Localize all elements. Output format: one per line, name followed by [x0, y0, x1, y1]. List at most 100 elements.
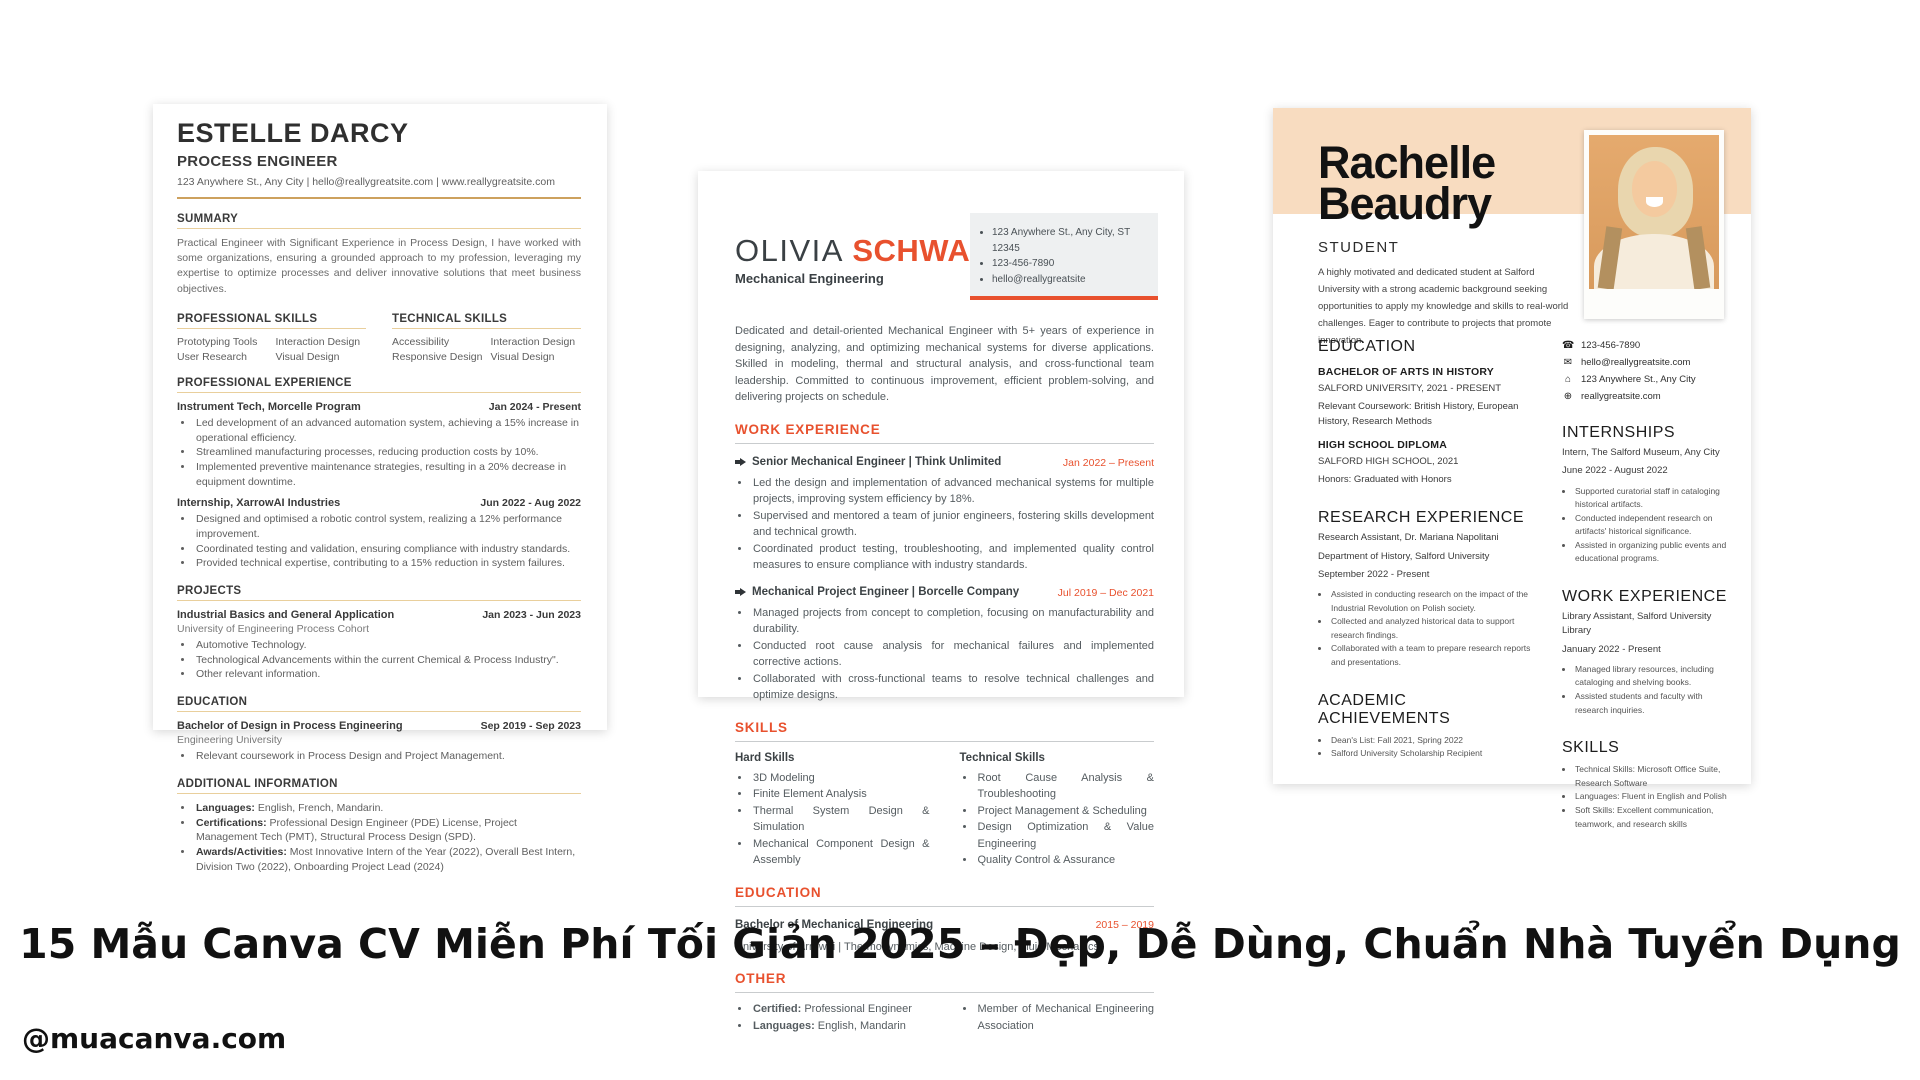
cv1-skills-section: PROFESSIONAL SKILLS Prototyping Tools In… — [177, 299, 581, 363]
cv2-header: OLIVIA SCHWAIGER Mechanical Engineering … — [735, 171, 1158, 323]
cv2-subtitle: Mechanical Engineering — [735, 271, 884, 286]
location-icon: ⌂ — [1564, 374, 1572, 385]
job-date: Jun 2022 - Aug 2022 — [480, 497, 581, 510]
bullet: Assisted students and faculty with resea… — [1574, 690, 1727, 717]
cv1-name: ESTELLE DARCY — [177, 118, 409, 148]
achievements-list: Dean's List: Fall 2021, Spring 2022 Salf… — [1330, 734, 1536, 761]
contact-text: reallygreatsite.com — [1581, 391, 1661, 402]
cv1-education-entry: Bachelor of Design in Process Engineerin… — [177, 720, 581, 764]
education-detail: University of Arrowai | Thermodynamics, … — [735, 940, 1099, 953]
bullet: Salford University Scholarship Recipient — [1330, 747, 1536, 761]
bullet: Provided technical expertise, contributi… — [194, 556, 581, 571]
cv3-summary-text: A highly motivated and dedicated student… — [1318, 267, 1569, 347]
school: Engineering University — [177, 734, 283, 747]
bullet: Mechanical Component Design & Assembly — [751, 836, 930, 869]
cv3-skills-heading: SKILLS — [1562, 739, 1620, 757]
cv-template-minimal-gold: ESTELLE DARCY PROCESS ENGINEER 123 Anywh… — [153, 104, 607, 873]
project-date: Jan 2023 - Jun 2023 — [482, 609, 581, 622]
contact-text: 123 Anywhere St., Any City — [1581, 374, 1696, 385]
bullet: Dean's List: Fall 2021, Spring 2022 — [1330, 734, 1536, 748]
bullet: Member of Mechanical Engineering Associa… — [976, 1001, 1155, 1034]
research-dates: September 2022 - Present — [1318, 568, 1430, 580]
project-title: Industrial Basics and General Applicatio… — [177, 609, 395, 622]
bullet: Supported curatorial staff in cataloging… — [1574, 485, 1727, 512]
cv2-skills-section: Hard Skills 3D Modeling Finite Element A… — [735, 752, 1154, 869]
bullet: Technological Advancements within the cu… — [194, 653, 581, 668]
skill-item: User Research — [177, 350, 248, 363]
education-bullets: Relevant coursework in Process Design an… — [194, 749, 581, 764]
cv3-achievements-heading: ACADEMIC ACHIEVEMENTS — [1318, 691, 1451, 727]
contact-item: 123 Anywhere St., Any City, ST 12345 — [992, 225, 1148, 256]
work-dates: January 2022 - Present — [1562, 643, 1661, 655]
cv1-education-heading: EDUCATION — [177, 696, 581, 713]
job-bullets: Managed projects from concept to complet… — [751, 605, 1154, 704]
degree: Bachelor of Mechanical Engineering — [735, 918, 934, 931]
project-bullets: Automotive Technology. Technological Adv… — [194, 638, 581, 682]
page-caption: 15 Mẫu Canva CV Miễn Phí Tối Giản 2025 –… — [19, 920, 1901, 968]
cv1-additional-list: Languages: English, French, Mandarin. Ce… — [194, 801, 581, 874]
job-bullets: Designed and optimised a robotic control… — [194, 512, 581, 571]
cv-template-student-peach: Rachelle Beaudry STUDENT A highly motiva… — [1273, 108, 1751, 829]
bullet: Led the design and implementation of adv… — [751, 475, 1154, 508]
internship-dates: June 2022 - August 2022 — [1562, 465, 1668, 477]
contact-item: 123-456-7890 — [992, 256, 1148, 272]
education-detail: Relevant Coursework: British History, Eu… — [1318, 401, 1519, 427]
skill-item: Interaction Design — [275, 335, 361, 348]
bullet: Soft Skills: Excellent communication, te… — [1574, 804, 1727, 831]
bullet: Languages: English, French, Mandarin. — [194, 801, 581, 816]
bullet: Languages: Fluent in English and Polish — [1574, 790, 1727, 804]
job-date: Jan 2022 – Present — [1062, 456, 1154, 469]
cv3-research-heading: RESEARCH EXPERIENCE — [1318, 509, 1524, 527]
bullet: Quality Control & Assurance — [976, 852, 1155, 869]
arrow-right-icon — [735, 457, 746, 466]
cv3-contact-list: ☎ 123-456-7890 ✉ hello@reallygreatsite.com… — [1562, 340, 1727, 402]
bullet: Collaborated with cross-functional teams… — [751, 671, 1154, 704]
cv1-experience-entry: Internship, XarrowAI Industries Jun 2022… — [177, 497, 581, 571]
bullet: Relevant coursework in Process Design an… — [194, 749, 581, 764]
bullet: Coordinated testing and validation, ensu… — [194, 542, 581, 557]
arrow-right-icon — [735, 587, 746, 596]
work-bullets: Managed library resources, including cat… — [1574, 663, 1727, 717]
bullet: Awards/Activities: Most Innovative Inter… — [194, 845, 581, 874]
cv2-skills-heading: SKILLS — [735, 720, 1154, 742]
bullet: Collected and analyzed historical data t… — [1330, 615, 1536, 642]
bullet: Supervised and mentored a team of junior… — [751, 508, 1154, 541]
research-role: Research Assistant, Dr. Mariana Napolita… — [1318, 532, 1499, 544]
phone-icon: ☎ — [1562, 340, 1575, 351]
work-role: Library Assistant, Salford University Li… — [1562, 611, 1712, 637]
research-bullets: Assisted in conducting research on the i… — [1330, 588, 1536, 670]
cv1-professional-skills-heading: PROFESSIONAL SKILLS — [177, 313, 366, 329]
bullet: Assisted in organizing public events and… — [1574, 539, 1727, 566]
bullet: Implemented preventive maintenance strat… — [194, 460, 581, 489]
cv3-education-heading: EDUCATION — [1318, 338, 1416, 355]
job-title: Senior Mechanical Engineer | Think Unlim… — [735, 456, 1001, 468]
cv2-other-section: Certified: Professional Engineer Languag… — [735, 1001, 1154, 1034]
cv3-right-column: ☎ 123-456-7890 ✉ hello@reallygreatsite.com… — [1562, 338, 1727, 831]
hard-skills-heading: Hard Skills — [735, 751, 795, 764]
skill-item: Prototyping Tools — [177, 335, 258, 348]
bullet: Design Optimization & Value Engineering — [976, 819, 1155, 852]
cv1-summary-text: Practical Engineer with Significant Expe… — [177, 237, 581, 295]
technical-skills-list: Root Cause Analysis & Troubleshooting Pr… — [976, 770, 1155, 869]
bullet: Thermal System Design & Simulation — [751, 803, 930, 836]
bullet: Conducted independent research on artifa… — [1574, 512, 1727, 539]
cv2-contact-box: 123 Anywhere St., Any City, ST 12345 123… — [970, 213, 1158, 300]
education-date: 2015 – 2019 — [1095, 918, 1154, 931]
portrait-smile — [1646, 196, 1664, 208]
cv1-contact-line: 123 Anywhere St., Any City | hello@reall… — [177, 176, 555, 188]
cv1-summary-heading: SUMMARY — [177, 213, 581, 229]
research-dept: Department of History, Salford Universit… — [1318, 550, 1490, 562]
bullet: Managed library resources, including cat… — [1574, 663, 1727, 690]
job-date: Jan 2024 - Present — [488, 400, 581, 413]
cv3-role: STUDENT — [1318, 239, 1400, 256]
bullet: Other relevant information. — [194, 667, 581, 682]
cv1-experience-entry: Instrument Tech, Morcelle Program Jan 20… — [177, 401, 581, 489]
job-title: Mechanical Project Engineer | Borcelle C… — [735, 586, 1019, 598]
project-subtitle: University of Engineering Process Cohort — [177, 623, 370, 636]
internship-bullets: Supported curatorial staff in cataloging… — [1574, 485, 1727, 567]
skill-item: Visual Design — [275, 350, 340, 363]
cv2-job-entry: Mechanical Project Engineer | Borcelle C… — [735, 586, 1154, 704]
cv1-additional-heading: ADDITIONAL INFORMATION — [177, 778, 581, 794]
cv3-profile-photo — [1584, 130, 1724, 319]
bullet: Led development of an advanced automatio… — [194, 416, 581, 445]
